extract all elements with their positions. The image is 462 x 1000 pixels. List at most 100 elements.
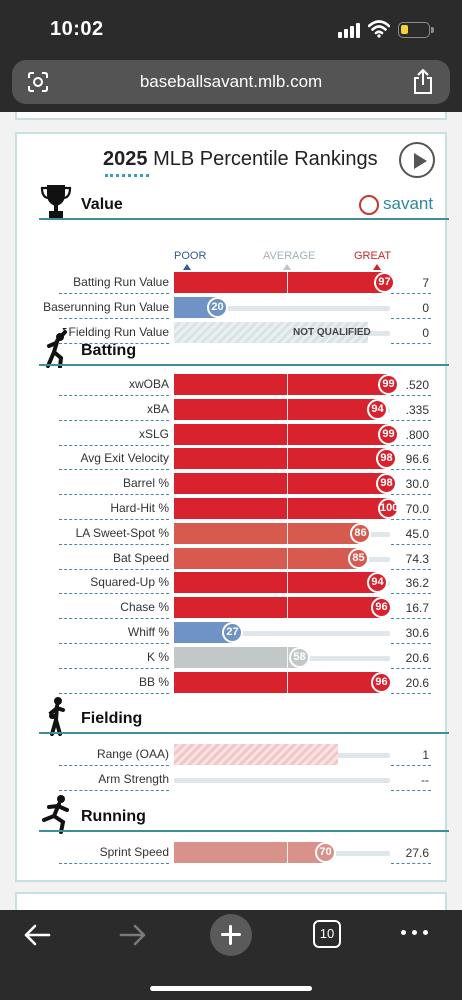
metric-row-batting-run-value[interactable]: Batting Run Value 97 7 [17, 272, 449, 294]
metric-row-xslg[interactable]: xSLG 99 .800 [17, 423, 449, 446]
row-divider [59, 618, 169, 620]
percentile-bar [174, 498, 390, 519]
metric-label: xwOBA [128, 377, 169, 391]
percentile-badge: 99 [378, 423, 399, 445]
row-divider [391, 765, 431, 766]
metric-row-fielding-run-value[interactable]: Fielding Run Value NOT QUALIFIED 0 [17, 322, 449, 344]
percentile-badge: 96 [371, 597, 392, 619]
tabs-button[interactable]: 10 [313, 920, 341, 948]
metric-row-barrel[interactable]: Barrel % 98 30.0 [17, 473, 449, 496]
metric-value: 1 [422, 748, 429, 762]
percentile-badge: 94 [367, 572, 388, 594]
row-divider [391, 543, 431, 545]
row-divider [59, 643, 169, 644]
metric-value: 7 [422, 276, 429, 290]
trophy-icon [40, 185, 72, 220]
scale-poor-marker [183, 264, 191, 270]
metric-value: 20.6 [405, 650, 429, 665]
forward-arrow-icon[interactable] [118, 920, 148, 950]
title-underline [105, 174, 149, 177]
web-page: 2025 MLB Percentile Rankings Value savan… [0, 112, 462, 910]
percentile-bar [174, 671, 381, 693]
metric-row-bat-speed[interactable]: Bat Speed 85 74.3 [17, 547, 449, 570]
scale-great-label: GREAT [354, 250, 392, 262]
more-options-icon[interactable] [401, 930, 431, 938]
metric-row-sprint-speed[interactable]: Sprint Speed 70 27.6 [17, 842, 449, 864]
metric-label: Range (OAA) [96, 747, 169, 761]
play-button[interactable] [399, 142, 435, 178]
status-time: 10:02 [50, 18, 104, 40]
metric-value: 27.6 [405, 846, 429, 860]
percentile-badge: 86 [350, 522, 371, 544]
new-tab-button[interactable] [210, 914, 252, 956]
metric-label: K % [146, 649, 169, 664]
metric-value: 70.0 [405, 502, 429, 516]
bar-track [174, 631, 390, 636]
average-line [287, 522, 288, 544]
savant-logo-text: savant [383, 194, 434, 213]
row-divider [391, 318, 431, 319]
section-batting: Batting [39, 328, 449, 368]
metric-row-baserunning-run-value[interactable]: Baserunning Run Value 20 0 [17, 297, 449, 319]
row-divider [59, 692, 169, 694]
percentile-rankings-card: 2025 MLB Percentile Rankings Value savan… [15, 132, 449, 882]
home-indicator [150, 986, 312, 991]
address-bar[interactable]: baseballsavant.mlb.com [12, 60, 450, 104]
metric-row-squared-up[interactable]: Squared-Up % 94 36.2 [17, 572, 449, 595]
average-line [287, 597, 288, 619]
metric-label: Chase % [120, 600, 169, 615]
section-value: Value savant [39, 182, 449, 222]
metric-row-xwoba[interactable]: xwOBA 99 .520 [17, 374, 449, 396]
metric-value: 74.3 [405, 551, 429, 566]
percentile-bar [174, 744, 338, 765]
row-divider [391, 343, 431, 344]
percentile-bar [174, 842, 325, 863]
metric-row-k[interactable]: K % 58 20.6 [17, 646, 449, 669]
metric-label: Baserunning Run Value [43, 300, 169, 314]
metric-value: .520 [405, 378, 429, 392]
cellular-signal-icon [338, 22, 362, 38]
row-divider [391, 519, 431, 520]
metric-row-chase[interactable]: Chase % 96 16.7 [17, 597, 449, 620]
metric-row-xba[interactable]: xBA 94 .335 [17, 398, 449, 421]
row-divider [59, 667, 169, 669]
metric-row-whiff[interactable]: Whiff % 27 30.6 [17, 622, 449, 644]
metric-row-la-sweet-spot[interactable]: LA Sweet-Spot % 86 45.0 [17, 522, 449, 545]
average-line [287, 473, 288, 495]
metric-value: .800 [405, 427, 429, 442]
metric-row-bb[interactable]: BB % 96 20.6 [17, 671, 449, 694]
section-divider [39, 732, 449, 734]
card-title: 2025 MLB Percentile Rankings [103, 148, 378, 171]
page-tools-icon[interactable] [26, 70, 50, 94]
back-arrow-icon[interactable] [22, 920, 52, 950]
percentile-badge: 70 [315, 842, 336, 863]
percentile-badge: 98 [376, 473, 397, 495]
scale-poor-label: POOR [174, 250, 207, 262]
percentile-badge: 97 [374, 272, 395, 293]
section-title: Batting [81, 342, 137, 359]
percentile-badge: 100 [378, 498, 399, 519]
section-title: Value [81, 196, 123, 213]
row-divider [59, 593, 169, 595]
row-divider [59, 444, 169, 446]
metric-label: LA Sweet-Spot % [75, 525, 169, 540]
metric-row-avg-exit-velocity[interactable]: Avg Exit Velocity 98 96.6 [17, 448, 449, 471]
percentile-bar [174, 622, 232, 643]
average-line [287, 498, 288, 519]
metric-row-hard-hit[interactable]: Hard-Hit % 100 70.0 [17, 498, 449, 520]
metric-row-range-oaa[interactable]: Range (OAA) 1 [17, 744, 449, 766]
metric-row-arm-strength[interactable]: Arm Strength -- [17, 769, 449, 791]
url-text[interactable]: baseballsavant.mlb.com [139, 72, 323, 91]
percentile-bar [174, 547, 358, 569]
percentile-badge: 58 [289, 646, 310, 668]
average-line [287, 572, 288, 594]
runner-icon [42, 795, 69, 834]
percentile-badge: 98 [376, 448, 397, 470]
row-divider [59, 343, 169, 344]
metric-label: Whiff % [127, 625, 169, 639]
share-icon[interactable] [412, 69, 434, 95]
savant-logo: savant [359, 194, 433, 216]
percentile-badge: 94 [367, 398, 388, 420]
not-qualified-label: NOT QUALIFIED [293, 327, 371, 338]
average-line [287, 272, 288, 293]
